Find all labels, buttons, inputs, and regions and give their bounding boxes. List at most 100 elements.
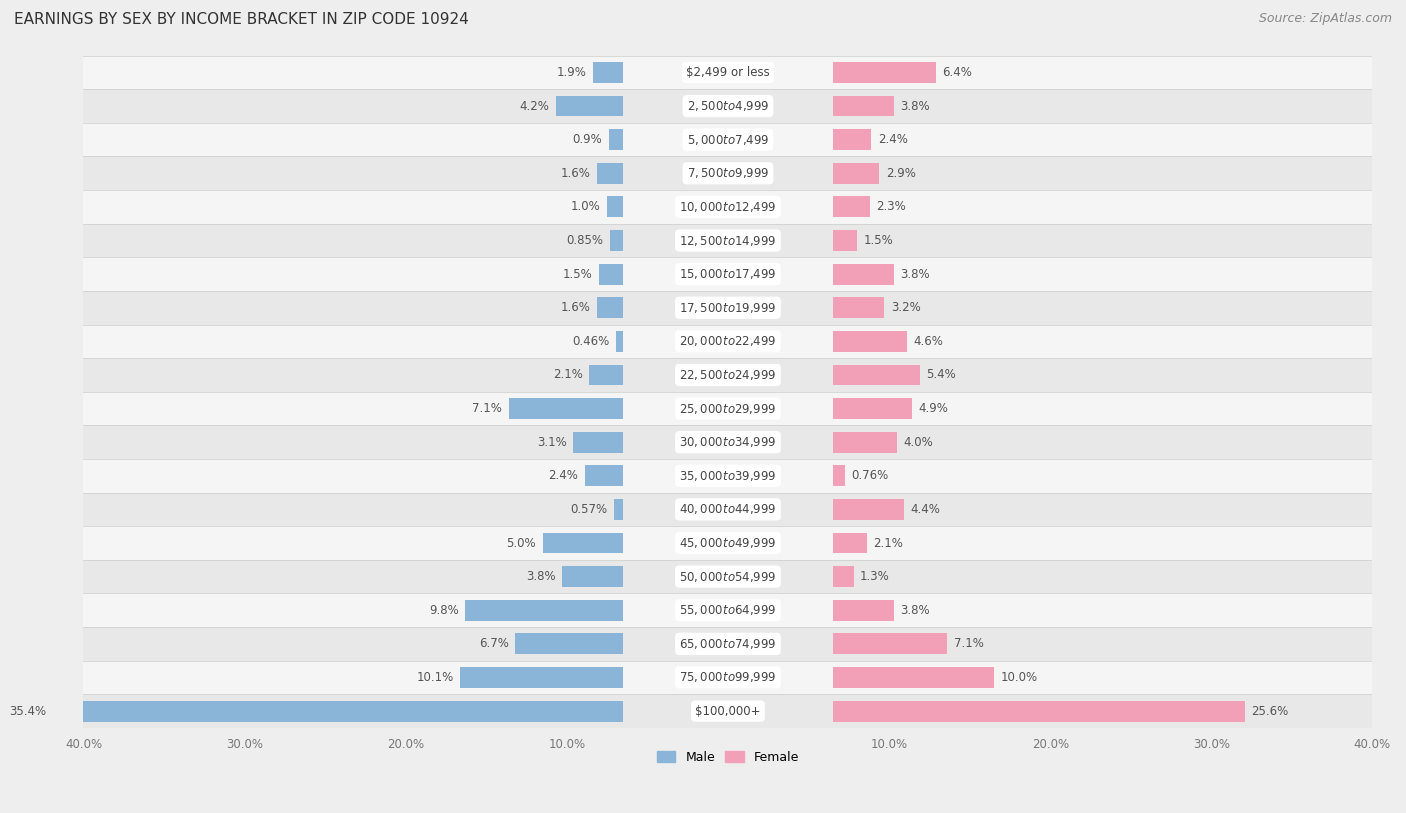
Text: 2.3%: 2.3% (876, 201, 905, 213)
Bar (832, 398, 911, 419)
Text: $20,000 to $22,499: $20,000 to $22,499 (679, 334, 776, 348)
Bar (832, 129, 872, 150)
Bar (53, 701, 623, 721)
Bar (589, 364, 623, 385)
Bar (83, 593, 1372, 627)
Text: 1.3%: 1.3% (860, 570, 890, 583)
Bar (83, 459, 1372, 493)
Text: 7.1%: 7.1% (953, 637, 983, 650)
Text: Source: ZipAtlas.com: Source: ZipAtlas.com (1258, 12, 1392, 25)
Text: 0.46%: 0.46% (572, 335, 609, 348)
Bar (83, 359, 1372, 392)
Text: 6.7%: 6.7% (479, 637, 509, 650)
Text: 35.4%: 35.4% (10, 705, 46, 718)
Bar (543, 533, 623, 554)
Bar (614, 499, 623, 520)
Text: 1.6%: 1.6% (561, 302, 591, 315)
Text: $7,500 to $9,999: $7,500 to $9,999 (686, 167, 769, 180)
Text: 1.9%: 1.9% (557, 66, 586, 79)
Bar (832, 96, 894, 116)
Text: 1.5%: 1.5% (562, 267, 592, 280)
Text: 2.1%: 2.1% (873, 537, 903, 550)
Text: 3.8%: 3.8% (900, 604, 929, 617)
Text: 10.0%: 10.0% (1000, 671, 1038, 684)
Bar (555, 96, 623, 116)
Bar (83, 694, 1372, 728)
Text: 0.76%: 0.76% (852, 469, 889, 482)
Bar (832, 600, 894, 620)
Bar (83, 190, 1372, 224)
Bar (598, 298, 623, 318)
Bar (832, 331, 907, 352)
Text: 7.1%: 7.1% (472, 402, 502, 415)
Bar (609, 129, 623, 150)
Text: 10.1%: 10.1% (416, 671, 454, 684)
Text: 2.4%: 2.4% (877, 133, 908, 146)
Text: 4.9%: 4.9% (918, 402, 948, 415)
Bar (610, 230, 623, 251)
Bar (832, 197, 870, 217)
Text: 3.8%: 3.8% (526, 570, 555, 583)
Bar (509, 398, 623, 419)
Bar (83, 526, 1372, 560)
Text: 1.6%: 1.6% (561, 167, 591, 180)
Text: 4.6%: 4.6% (914, 335, 943, 348)
Bar (832, 163, 879, 184)
Bar (515, 633, 623, 654)
Bar (83, 493, 1372, 526)
Text: $40,000 to $44,999: $40,000 to $44,999 (679, 502, 776, 516)
Text: $50,000 to $54,999: $50,000 to $54,999 (679, 570, 776, 584)
Text: 3.2%: 3.2% (890, 302, 921, 315)
Bar (832, 465, 845, 486)
Text: $75,000 to $99,999: $75,000 to $99,999 (679, 671, 776, 685)
Bar (461, 667, 623, 688)
Bar (465, 600, 623, 620)
Text: $55,000 to $64,999: $55,000 to $64,999 (679, 603, 776, 617)
Bar (83, 89, 1372, 123)
Bar (832, 263, 894, 285)
Text: 2.9%: 2.9% (886, 167, 915, 180)
Text: $100,000+: $100,000+ (695, 705, 761, 718)
Text: 0.57%: 0.57% (571, 503, 607, 516)
Text: 5.4%: 5.4% (927, 368, 956, 381)
Text: 0.85%: 0.85% (567, 234, 603, 247)
Bar (83, 224, 1372, 258)
Text: 6.4%: 6.4% (942, 66, 972, 79)
Bar (832, 62, 936, 83)
Bar (83, 560, 1372, 593)
Bar (83, 123, 1372, 156)
Bar (832, 230, 856, 251)
Bar (832, 667, 994, 688)
Text: 3.8%: 3.8% (900, 99, 929, 112)
Bar (832, 432, 897, 453)
Text: 3.1%: 3.1% (537, 436, 567, 449)
Text: $10,000 to $12,499: $10,000 to $12,499 (679, 200, 776, 214)
Bar (562, 566, 623, 587)
Bar (83, 425, 1372, 459)
Text: 1.0%: 1.0% (571, 201, 600, 213)
Text: $25,000 to $29,999: $25,000 to $29,999 (679, 402, 776, 415)
Text: $2,499 or less: $2,499 or less (686, 66, 770, 79)
Legend: Male, Female: Male, Female (651, 746, 804, 769)
Bar (832, 499, 904, 520)
Text: 2.1%: 2.1% (553, 368, 583, 381)
Bar (83, 324, 1372, 359)
Text: 9.8%: 9.8% (429, 604, 458, 617)
Text: EARNINGS BY SEX BY INCOME BRACKET IN ZIP CODE 10924: EARNINGS BY SEX BY INCOME BRACKET IN ZIP… (14, 12, 468, 27)
Text: 3.8%: 3.8% (900, 267, 929, 280)
Bar (616, 331, 623, 352)
Bar (598, 163, 623, 184)
Text: $22,500 to $24,999: $22,500 to $24,999 (679, 368, 776, 382)
Bar (83, 258, 1372, 291)
Text: 25.6%: 25.6% (1251, 705, 1289, 718)
Text: 4.0%: 4.0% (904, 436, 934, 449)
Text: $15,000 to $17,499: $15,000 to $17,499 (679, 267, 776, 281)
Text: $35,000 to $39,999: $35,000 to $39,999 (679, 469, 776, 483)
Text: $65,000 to $74,999: $65,000 to $74,999 (679, 637, 776, 651)
Text: $5,000 to $7,499: $5,000 to $7,499 (686, 133, 769, 146)
Bar (83, 661, 1372, 694)
Text: $17,500 to $19,999: $17,500 to $19,999 (679, 301, 776, 315)
Text: 4.4%: 4.4% (910, 503, 939, 516)
Text: 4.2%: 4.2% (519, 99, 550, 112)
Bar (83, 156, 1372, 190)
